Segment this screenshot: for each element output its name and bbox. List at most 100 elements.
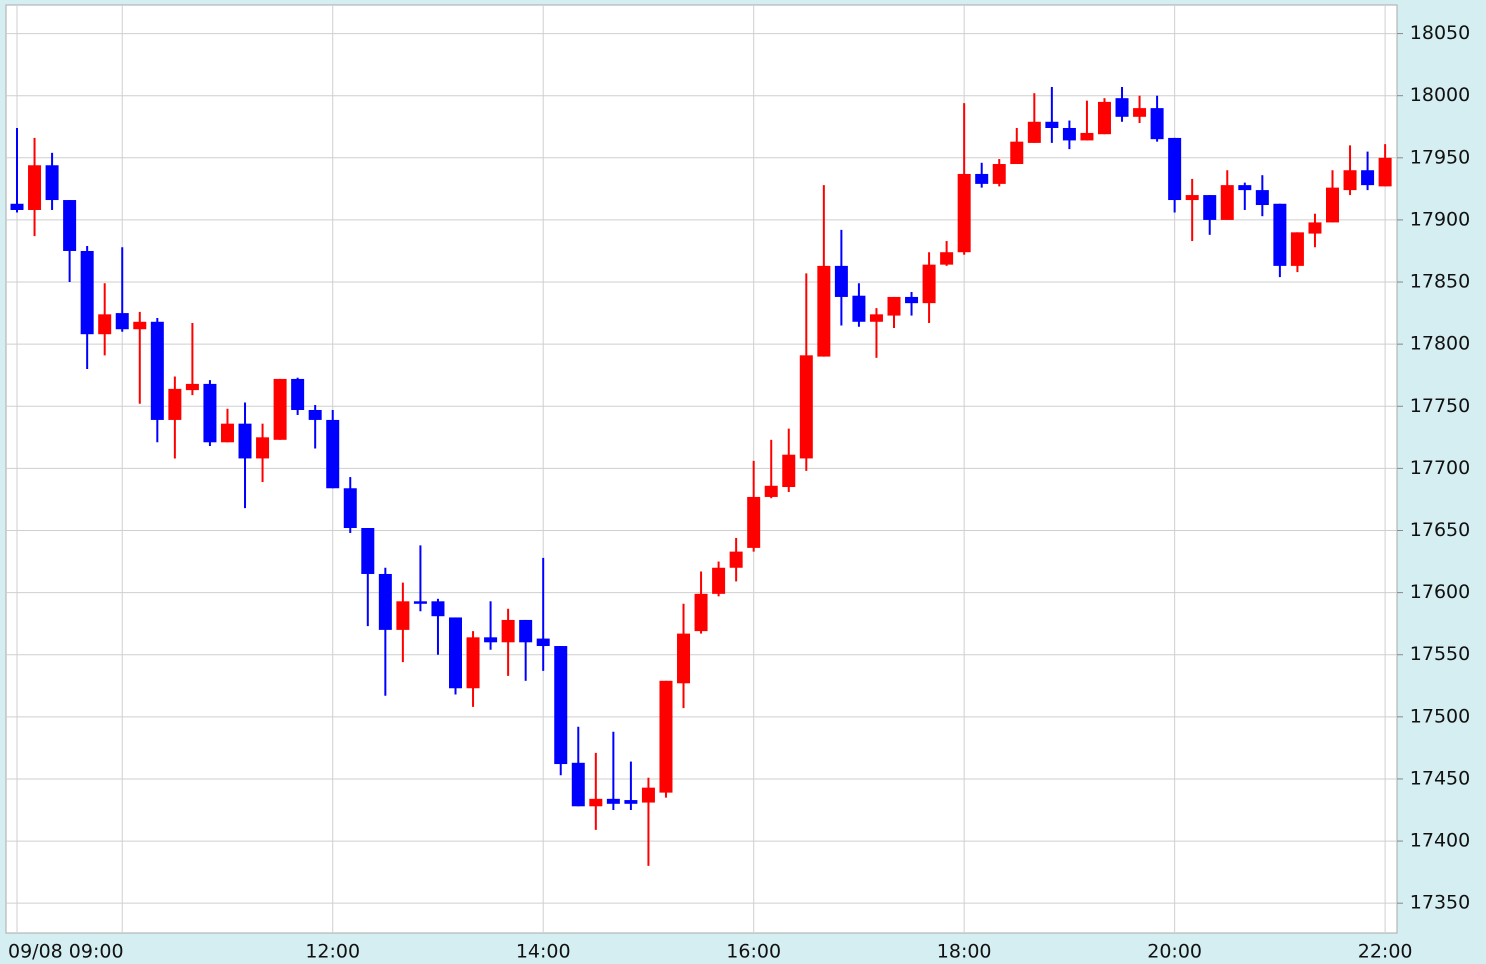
candle-body: [659, 680, 673, 793]
y-tick-label: 18000: [1410, 84, 1470, 106]
candle-body: [641, 787, 655, 803]
candle-body: [98, 314, 112, 335]
candle-body: [1203, 195, 1217, 220]
x-tick-label: 18:00: [937, 941, 992, 963]
candle-body: [571, 762, 585, 807]
candle-body: [624, 800, 638, 804]
candle-body: [1273, 203, 1287, 266]
candle-body: [799, 355, 813, 459]
x-tick-label: 16:00: [726, 941, 781, 963]
y-tick-label: 17950: [1410, 146, 1470, 168]
candle-body: [396, 601, 410, 630]
candle-body: [712, 567, 726, 594]
y-tick-label: 17600: [1410, 581, 1470, 603]
candle-body: [168, 388, 182, 420]
y-tick-label: 17650: [1410, 519, 1470, 541]
candle-body: [484, 637, 498, 643]
candle-body: [536, 638, 550, 647]
candle-body: [905, 296, 919, 304]
candle-body: [694, 593, 708, 632]
candle-body: [1290, 232, 1304, 266]
grid: [6, 5, 1403, 933]
candle-body: [45, 165, 59, 201]
candle-body: [1378, 157, 1392, 187]
candle-body: [1168, 137, 1182, 201]
y-tick-label: 17550: [1410, 643, 1470, 665]
candle-body: [238, 423, 252, 459]
candle-body: [308, 409, 322, 420]
candle-body: [852, 295, 866, 322]
candle-body: [431, 601, 445, 617]
candle-body: [869, 314, 883, 322]
candle-body: [378, 573, 392, 630]
candle-body: [28, 165, 42, 210]
candle-body: [1150, 108, 1164, 140]
candle-body: [922, 264, 936, 304]
candle-body: [957, 173, 971, 253]
candle-body: [10, 203, 24, 210]
candle-body: [185, 383, 199, 391]
y-tick-label: 18050: [1410, 22, 1470, 44]
candle-body: [1097, 101, 1111, 135]
candle-body: [1080, 132, 1094, 141]
candle-body: [273, 378, 287, 440]
y-tick-label: 17750: [1410, 395, 1470, 417]
axis-labels: 17350 17400 17450 17500 17550 17600 17650 17700…: [8, 22, 1470, 962]
candle-body: [1115, 98, 1129, 117]
candle-body: [747, 496, 761, 548]
candle-body: [975, 173, 989, 184]
candle-body: [1045, 121, 1059, 128]
x-tick-label: 09/08 09:00: [8, 941, 124, 963]
candle-body: [782, 454, 796, 488]
x-tick-label: 12:00: [305, 941, 360, 963]
y-tick-label: 17700: [1410, 457, 1470, 479]
candle-body: [80, 250, 94, 335]
candle-body: [677, 633, 691, 684]
y-tick-label: 17850: [1410, 271, 1470, 293]
candle-body: [413, 601, 427, 604]
candle-body: [1308, 222, 1322, 234]
x-tick-label: 14:00: [516, 941, 571, 963]
candle-body: [887, 296, 901, 316]
y-tick-label: 17800: [1410, 333, 1470, 355]
candle-body: [1326, 187, 1339, 223]
candle-body: [1133, 108, 1147, 117]
candle-body: [1027, 121, 1041, 143]
candle-body: [203, 383, 217, 443]
candle-body: [834, 265, 848, 297]
candle-body: [1220, 185, 1234, 220]
candle-body: [291, 378, 305, 410]
candle-body: [1010, 141, 1024, 165]
candle-body: [343, 488, 357, 529]
candle-body: [589, 798, 603, 807]
candle-body: [326, 419, 340, 489]
candle-body: [150, 321, 164, 420]
candle-body: [133, 321, 147, 330]
candle-body: [256, 437, 270, 459]
y-tick-label: 17900: [1410, 208, 1470, 230]
candle-body: [606, 798, 620, 804]
candle-body: [764, 485, 778, 497]
x-tick-label: 20:00: [1147, 941, 1202, 963]
candle-body: [1255, 190, 1269, 206]
candle-body: [554, 646, 568, 765]
candle-body: [361, 528, 375, 574]
candles: [10, 86, 1392, 866]
candle-body: [940, 252, 954, 265]
y-tick-label: 17400: [1410, 830, 1470, 852]
y-tick-label: 17500: [1410, 705, 1470, 727]
candle-body: [817, 265, 831, 357]
candle-body: [449, 617, 462, 689]
candle-body: [501, 619, 515, 643]
candle-body: [1343, 170, 1357, 191]
plot-area: [5, 4, 1398, 934]
y-tick-label: 17350: [1410, 892, 1470, 914]
y-tick-label: 17450: [1410, 767, 1470, 789]
candle-body: [519, 619, 533, 643]
candle-body: [466, 637, 480, 689]
candle-body: [220, 423, 234, 443]
candle-body: [1238, 185, 1252, 191]
candle-body: [63, 200, 77, 251]
candle-body: [992, 164, 1006, 184]
